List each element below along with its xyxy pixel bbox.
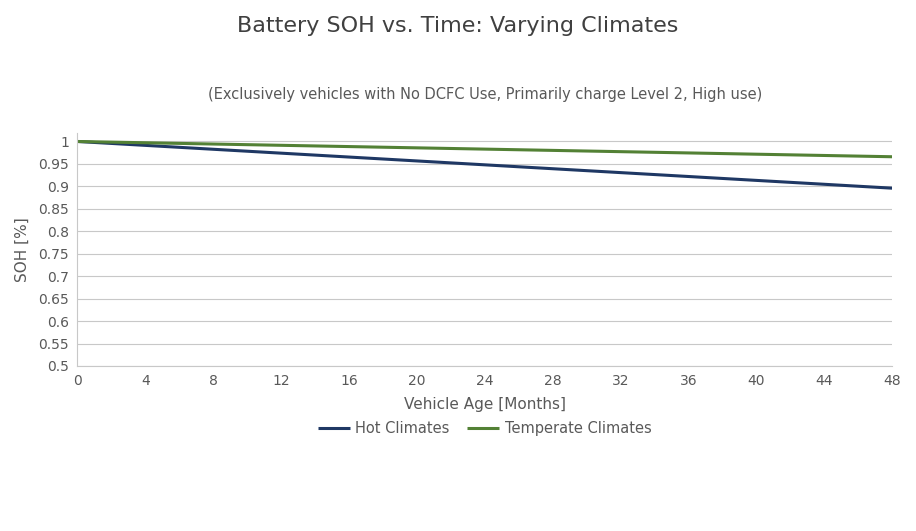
Text: Battery SOH vs. Time: Varying Climates: Battery SOH vs. Time: Varying Climates [237, 16, 679, 36]
X-axis label: Vehicle Age [Months]: Vehicle Age [Months] [404, 397, 566, 412]
Legend: Hot Climates, Temperate Climates: Hot Climates, Temperate Climates [311, 415, 658, 442]
Y-axis label: SOH [%]: SOH [%] [15, 217, 30, 281]
Title: (Exclusively vehicles with No DCFC Use, Primarily charge Level 2, High use): (Exclusively vehicles with No DCFC Use, … [208, 87, 762, 102]
